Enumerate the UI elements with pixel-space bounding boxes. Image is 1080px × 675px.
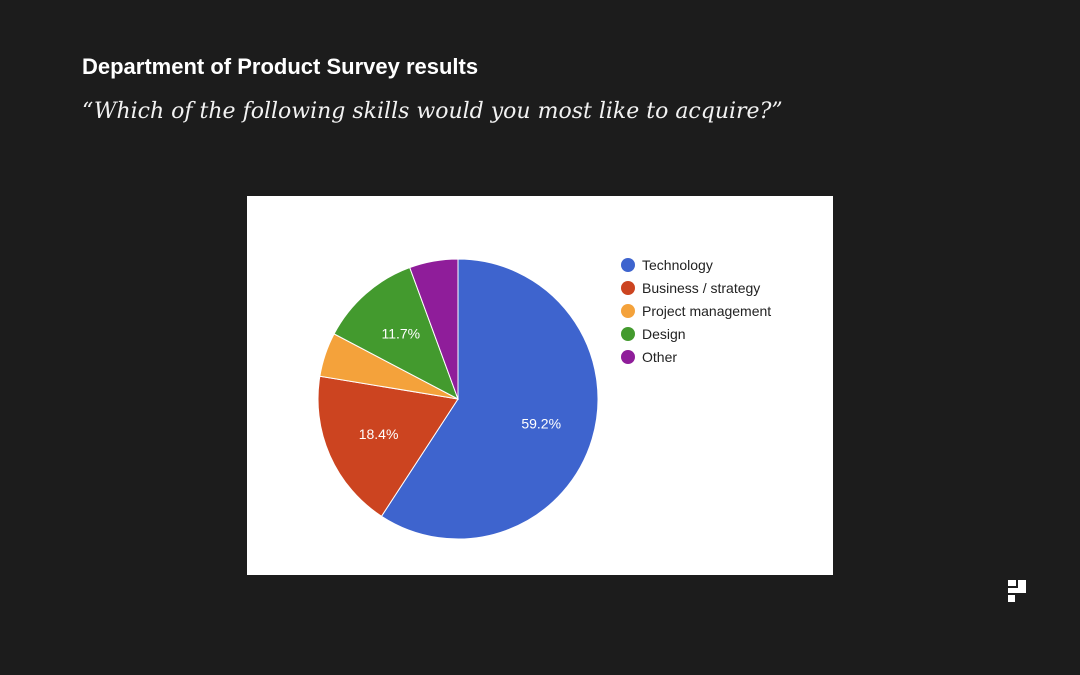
pie-data-label: 18.4% — [359, 426, 399, 442]
legend-label: Design — [642, 326, 686, 342]
pie-slice-design — [333, 266, 459, 401]
slide-title: Department of Product Survey results — [82, 54, 479, 79]
pie-chart: 59.2% 18.4% 11.7% — [317, 258, 599, 540]
legend-label: Technology — [642, 257, 713, 273]
legend-swatch — [621, 350, 635, 364]
legend-label: Project management — [642, 303, 772, 319]
pie-slice-technology — [380, 258, 599, 540]
chart-card: 59.2% 18.4% 11.7% Technology Business / str… — [247, 196, 833, 575]
brand-logo-icon — [1008, 580, 1026, 602]
legend-swatch — [621, 304, 635, 318]
legend-swatch — [621, 258, 635, 272]
legend-item: Project management — [621, 302, 821, 320]
legend-item: Technology — [621, 256, 821, 274]
legend-item: Design — [621, 325, 821, 343]
legend-swatch — [621, 327, 635, 341]
chart-legend: Technology Business / strategy Project man… — [621, 256, 821, 371]
pie-data-label: 11.7% — [381, 326, 420, 342]
pie-slice-business-strategy — [317, 375, 459, 517]
pie-data-label: 59.2% — [521, 416, 561, 432]
slide-subtitle: “Which of the following skills would you… — [82, 99, 783, 124]
legend-swatch — [621, 281, 635, 295]
pie-slice-other — [409, 258, 459, 400]
legend-item: Business / strategy — [621, 279, 821, 297]
legend-label: Business / strategy — [642, 280, 761, 296]
legend-item: Other — [621, 348, 821, 366]
legend-label: Other — [642, 349, 678, 365]
